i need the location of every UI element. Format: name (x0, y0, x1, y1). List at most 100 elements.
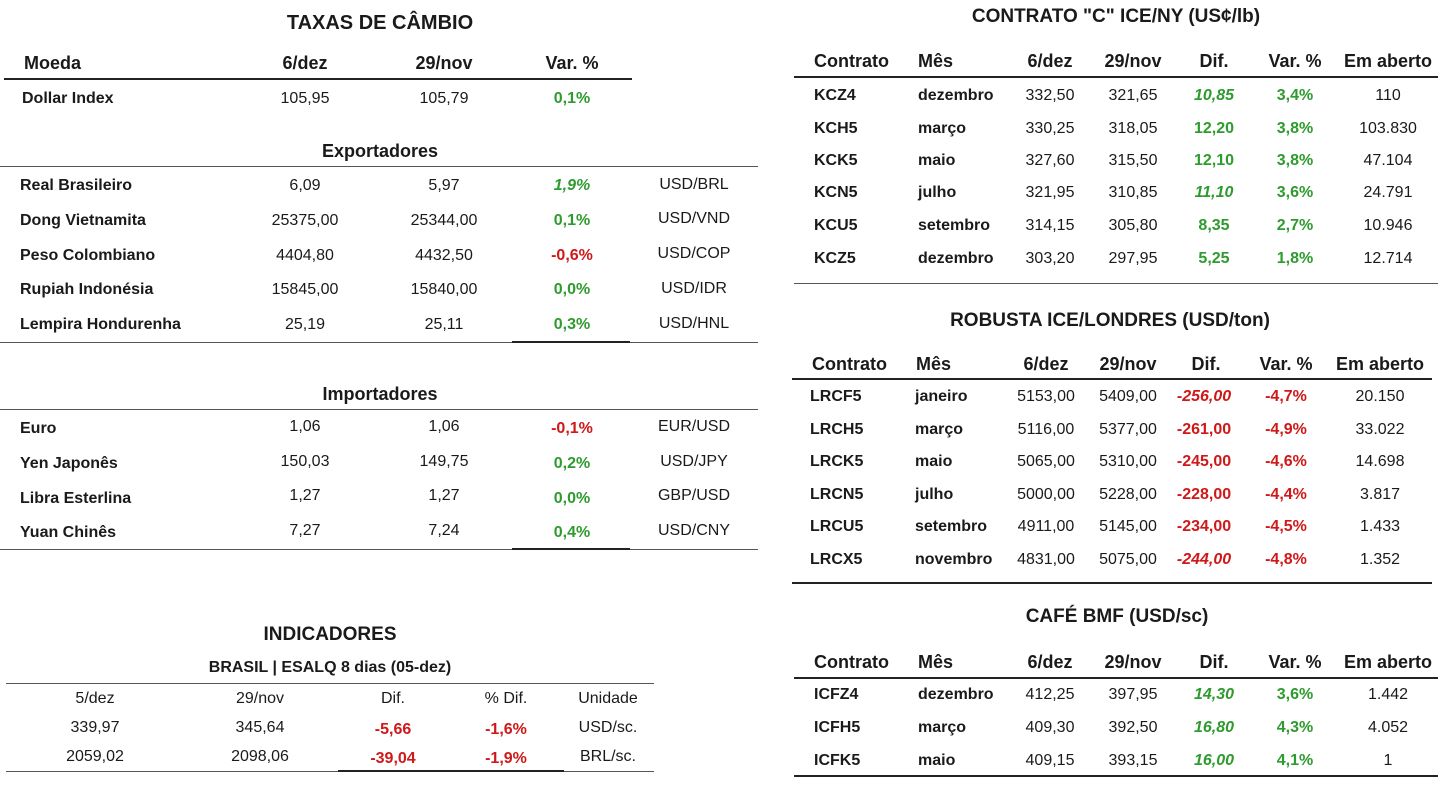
contract-open: 1 (1383, 752, 1393, 769)
fx-header-rule (4, 78, 632, 80)
contract-var: 2,7% (1276, 217, 1314, 234)
ice-ny-header-mes: Mês (918, 51, 954, 71)
ice-ny-header-open: Em aberto (1343, 51, 1433, 71)
fx-var: 0,0% (553, 490, 591, 507)
ind-value-date1: 2059,02 (66, 748, 124, 765)
contract-dif: 12,10 (1193, 152, 1235, 169)
contract-code: LRCK5 (810, 453, 864, 470)
contract-code: KCN5 (814, 184, 858, 201)
fx-value-date1: 150,03 (280, 453, 330, 470)
contract-open: 3.817 (1359, 486, 1401, 503)
ind-header-pct: % Dif. (484, 690, 528, 707)
contract-month: julho (915, 486, 954, 503)
contract-month: setembro (915, 518, 988, 535)
contract-var: 3,6% (1276, 184, 1314, 201)
fx-exporters-title: Exportadores (321, 141, 439, 161)
contract-date1: 409,30 (1025, 719, 1075, 736)
robusta-header-var: Var. % (1259, 354, 1313, 374)
fx-pair: USD/HNL (658, 315, 730, 332)
contract-date2: 5409,00 (1099, 388, 1157, 405)
fx-value-date1: 105,95 (280, 90, 330, 107)
bmf-title: CAFÉ BMF (USD/sc) (1025, 606, 1209, 627)
contract-date2: 318,05 (1108, 120, 1158, 137)
fx-value-date1: 1,06 (289, 418, 321, 435)
contract-date1: 5000,00 (1017, 486, 1075, 503)
indicadores-header-rule (6, 683, 654, 684)
indicadores-title: INDICADORES (263, 624, 397, 645)
indicadores-subtitle: BRASIL | ESALQ 8 dias (05-dez) (208, 659, 452, 676)
contract-code: ICFZ4 (814, 686, 859, 703)
fx-value-date1: 25375,00 (271, 212, 339, 229)
fx-pair: EUR/USD (657, 418, 730, 435)
ind-unit: BRL/sc. (579, 748, 636, 765)
ind-pct: -1,9% (485, 750, 527, 767)
contract-date2: 305,80 (1108, 217, 1158, 234)
fx-importers-title: Importadores (322, 384, 438, 404)
contract-open: 1.433 (1359, 518, 1401, 535)
fx-value-date2: 5,97 (428, 177, 460, 194)
bmf-header-open: Em aberto (1343, 652, 1433, 672)
fx-pair: USD/CNY (657, 522, 730, 539)
bmf-header-date1: 6/dez (1027, 652, 1073, 672)
ind-header-dif: Dif. (381, 690, 405, 707)
fx-var: 0,1% (553, 212, 591, 229)
ind-value-date2: 2098,06 (231, 748, 289, 765)
contract-open: 103.830 (1359, 120, 1417, 137)
contract-date2: 315,50 (1108, 152, 1158, 169)
fx-value-date2: 149,75 (419, 453, 469, 470)
contract-open: 33.022 (1355, 421, 1405, 438)
fx-value-date1: 7,27 (289, 522, 321, 539)
fx-var: 0,3% (553, 316, 591, 333)
contract-code: LRCF5 (810, 388, 862, 405)
ind-dif: -5,66 (374, 721, 412, 738)
contract-var: -4,4% (1265, 486, 1307, 503)
contract-code: ICFH5 (814, 719, 861, 736)
fx-pair: USD/JPY (660, 453, 728, 470)
contract-month: setembro (918, 217, 991, 234)
fx-value-date1: 15845,00 (271, 281, 339, 298)
contract-code: KCU5 (814, 217, 858, 234)
contract-month: dezembro (918, 250, 994, 267)
fx-value-date2: 105,79 (419, 90, 469, 107)
ice-ny-title: CONTRATO "C" ICE/NY (US¢/lb) (971, 6, 1261, 27)
contract-open: 10.946 (1363, 217, 1413, 234)
contract-date1: 321,95 (1025, 184, 1075, 201)
contract-var: 3,4% (1276, 87, 1314, 104)
fx-value-date2: 25,11 (424, 316, 464, 333)
contract-dif: -261,00 (1176, 421, 1232, 438)
contract-open: 12.714 (1363, 250, 1413, 267)
contract-dif: 14,30 (1193, 686, 1235, 703)
contract-date1: 412,25 (1025, 686, 1075, 703)
fx-var: 0,1% (553, 90, 591, 107)
contract-date1: 330,25 (1025, 120, 1075, 137)
contract-var: 4,3% (1276, 719, 1314, 736)
contract-date2: 5075,00 (1099, 551, 1157, 568)
fx-var: 0,2% (553, 455, 591, 472)
robusta-header-date1: 6/dez (1023, 354, 1069, 374)
fx-currency: Dollar Index (22, 90, 114, 107)
contract-date2: 310,85 (1108, 184, 1158, 201)
contract-month: maio (918, 752, 956, 769)
contract-month: maio (918, 152, 956, 169)
robusta-header-open: Em aberto (1335, 354, 1425, 374)
contract-open: 1.442 (1367, 686, 1409, 703)
ice-ny-bottom-rule (794, 283, 1438, 284)
contract-month: julho (918, 184, 957, 201)
contract-var: 3,6% (1276, 686, 1314, 703)
ind-unit: USD/sc. (578, 719, 638, 736)
ind-header-date2: 29/nov (235, 690, 285, 707)
bmf-bottom-rule (794, 775, 1438, 777)
contract-code: KCZ5 (814, 250, 856, 267)
fx-value-date2: 1,27 (428, 487, 460, 504)
fx-pair: GBP/USD (657, 487, 730, 504)
ind-header-unit: Unidade (578, 690, 638, 707)
contract-date2: 321,65 (1108, 87, 1158, 104)
contract-month: março (918, 120, 967, 137)
contract-var: 1,8% (1276, 250, 1314, 267)
contract-dif: 5,25 (1198, 250, 1230, 267)
fx-currency: Yuan Chinês (20, 524, 117, 541)
contract-var: -4,9% (1265, 421, 1307, 438)
contract-dif: 10,85 (1193, 87, 1235, 104)
contract-date2: 5228,00 (1099, 486, 1157, 503)
contract-date1: 5153,00 (1017, 388, 1075, 405)
